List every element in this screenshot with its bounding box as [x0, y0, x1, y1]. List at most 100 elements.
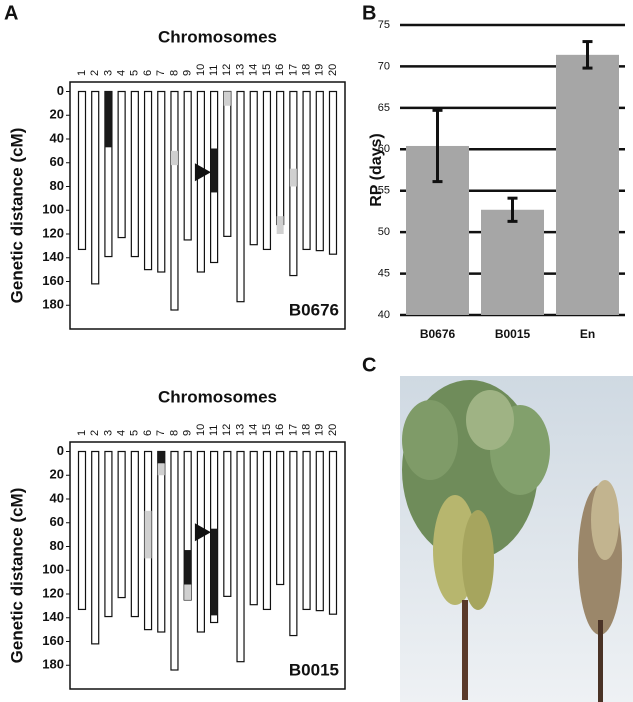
chromosome — [117, 450, 126, 599]
y-tick-label: 70 — [378, 60, 390, 72]
y-axis-label: Genetic distance (cM) — [7, 488, 26, 664]
y-tick-label: 120 — [42, 585, 64, 600]
chromosome — [236, 90, 245, 303]
y-tick-label: 140 — [42, 249, 64, 264]
y-tick-label: 80 — [50, 178, 64, 193]
x-tick-label: 18 — [300, 424, 312, 436]
chromosome — [157, 450, 166, 633]
x-tick-label: 13 — [234, 64, 246, 76]
chromosome — [183, 90, 192, 241]
segment — [170, 150, 178, 166]
bar — [556, 54, 619, 315]
segment — [157, 451, 165, 464]
y-tick-label: 20 — [50, 107, 64, 122]
y-tick-label: 40 — [50, 490, 64, 505]
y-tick-label: 160 — [42, 633, 64, 648]
x-tick-label: B0015 — [495, 327, 531, 341]
x-tick-label: 12 — [221, 424, 233, 436]
segment — [157, 463, 165, 476]
x-tick-label: 14 — [248, 64, 260, 76]
arrow-marker — [194, 523, 211, 542]
x-tick-label: 19 — [314, 64, 326, 76]
chromosome — [315, 450, 324, 612]
x-tick-label: 9 — [182, 430, 194, 436]
chromosome — [236, 450, 245, 663]
chromosome — [157, 90, 166, 273]
chromosome — [249, 90, 258, 246]
x-tick-label: 5 — [129, 70, 141, 76]
plot-frame — [69, 441, 346, 690]
x-tick-label: 20 — [327, 424, 339, 436]
y-tick-label: 180 — [42, 297, 64, 312]
x-tick-label: 4 — [116, 430, 128, 436]
y-tick-label: 75 — [378, 19, 390, 31]
y-tick-label: 20 — [50, 467, 64, 482]
x-tick-label: 3 — [102, 70, 114, 76]
bar — [481, 209, 544, 315]
chromosome — [262, 90, 272, 251]
y-tick-label: 55 — [378, 185, 390, 197]
y-tick-label: 45 — [378, 267, 390, 279]
x-tick-label: 4 — [116, 70, 128, 76]
chromosome — [91, 450, 100, 645]
x-tick-label: 12 — [221, 64, 233, 76]
chromosome — [104, 450, 113, 618]
x-tick-label: 9 — [182, 70, 194, 76]
chart-title: Chromosomes — [158, 387, 277, 406]
y-tick-label: 160 — [42, 273, 64, 288]
x-tick-label: 5 — [129, 430, 141, 436]
chromosome — [77, 450, 87, 611]
chromosome — [196, 450, 205, 633]
x-tick-label: 19 — [314, 424, 326, 436]
y-tick-label: 80 — [50, 538, 64, 553]
chromosome — [91, 90, 100, 285]
panel-label: B — [362, 2, 376, 24]
segment — [276, 216, 284, 234]
x-tick-label: 15 — [261, 424, 273, 436]
chromosome — [223, 450, 232, 597]
x-tick-label: 8 — [168, 430, 180, 436]
panel-label: C — [362, 354, 376, 376]
y-tick-label: 60 — [50, 514, 64, 529]
chromosome — [223, 90, 232, 237]
y-axis-label: Genetic distance (cM) — [7, 128, 26, 304]
x-tick-label: 17 — [287, 64, 299, 76]
chromosome — [170, 90, 179, 311]
y-tick-label: 0 — [57, 83, 64, 98]
chromosome — [289, 450, 298, 637]
x-tick-label: 1 — [76, 70, 88, 76]
x-tick-label: En — [580, 327, 595, 341]
x-tick-label: 8 — [168, 70, 180, 76]
x-tick-label: 15 — [261, 64, 273, 76]
x-tick-label: 16 — [274, 64, 286, 76]
chromosome — [302, 90, 311, 251]
y-tick-label: 60 — [378, 143, 390, 155]
x-tick-label: 2 — [89, 430, 101, 436]
x-tick-label: 3 — [102, 430, 114, 436]
chromosome — [276, 450, 285, 586]
x-tick-label: 6 — [142, 70, 154, 76]
chromosome — [170, 450, 179, 671]
x-tick-label: 2 — [89, 70, 101, 76]
x-tick-label: 17 — [287, 424, 299, 436]
segment — [210, 528, 218, 616]
segment — [223, 91, 231, 106]
chromosome — [262, 450, 272, 611]
segment — [210, 148, 218, 193]
segment — [184, 584, 192, 600]
x-tick-label: 13 — [234, 424, 246, 436]
chromosome — [276, 90, 285, 226]
annotation: B0676 — [289, 300, 339, 319]
chromosome — [249, 450, 258, 606]
y-tick-label: 40 — [378, 309, 390, 321]
x-tick-label: 20 — [327, 64, 339, 76]
arrow-marker — [194, 163, 211, 182]
y-tick-label: 40 — [50, 130, 64, 145]
chromosome — [130, 90, 139, 258]
x-tick-label: 1 — [76, 430, 88, 436]
y-tick-label: 140 — [42, 609, 64, 624]
segment — [144, 510, 152, 559]
chromosome — [315, 90, 324, 252]
chromosome — [302, 450, 311, 611]
